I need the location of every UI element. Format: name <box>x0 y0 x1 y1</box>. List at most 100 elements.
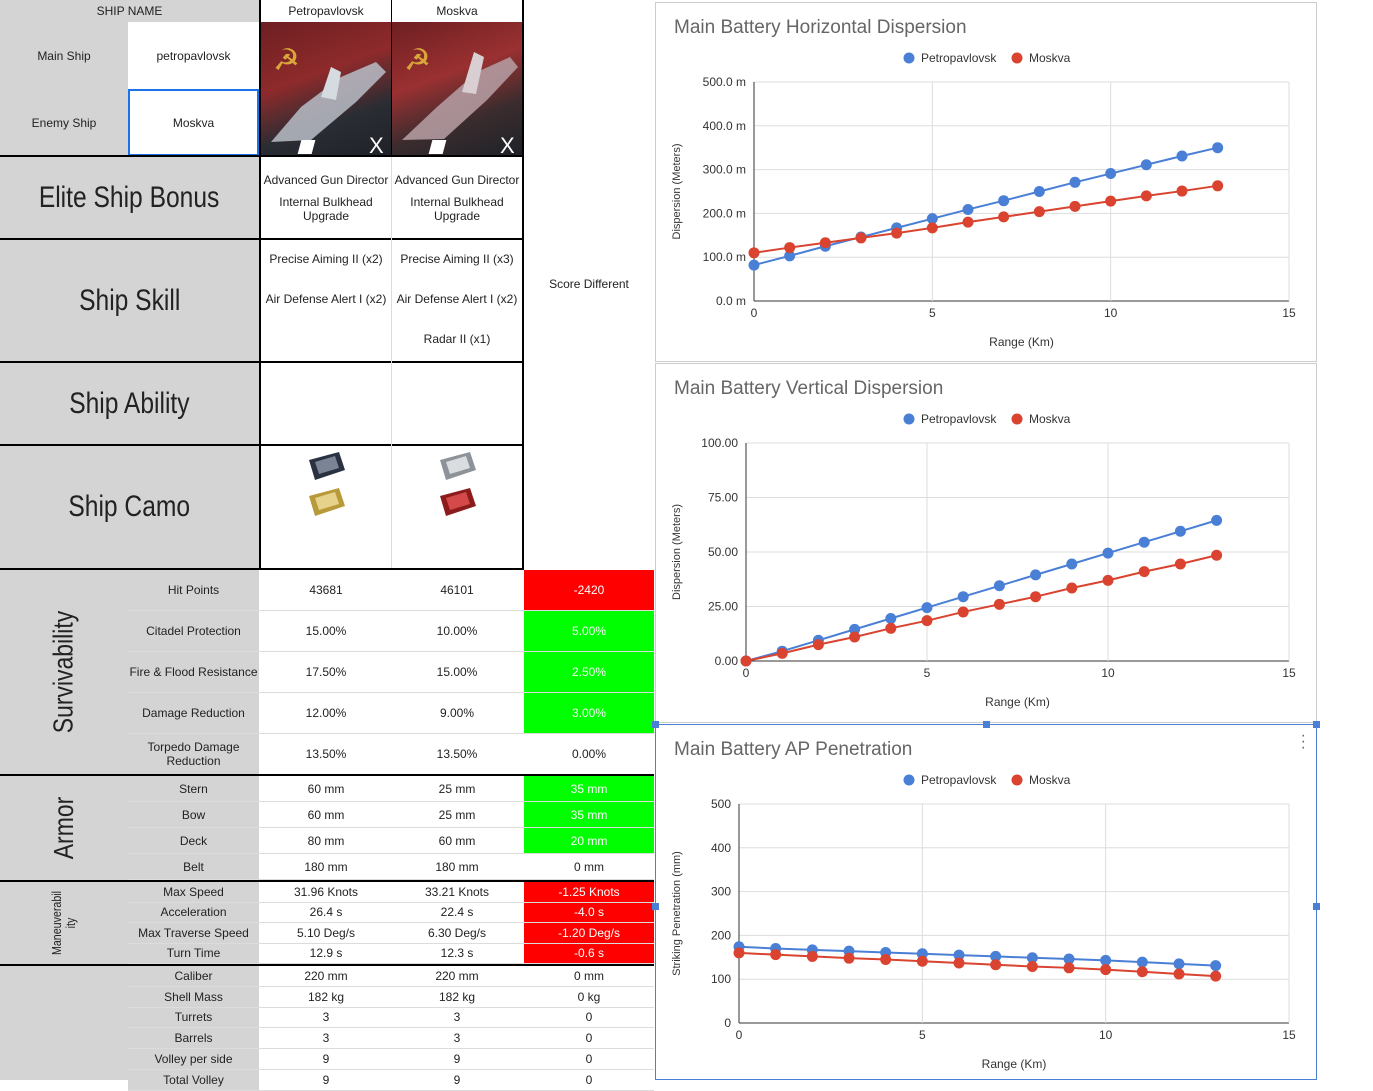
data-point <box>1066 582 1078 594</box>
man-row-label: Turn Time <box>128 943 259 963</box>
data-point <box>1105 168 1117 180</box>
chart2-svg: Petropavlovsk Moskva 0.00 25.00 50.00 75.00 10… <box>671 412 1296 709</box>
data-point <box>1136 956 1148 968</box>
main-ship-input[interactable]: petropavlovsk <box>128 22 259 89</box>
man-row-label: Max Traverse Speed <box>128 923 259 943</box>
series-line-1 <box>745 554 1217 662</box>
ship2-camo-icons <box>440 452 476 516</box>
bat-row-v2: 182 kg <box>438 989 476 1004</box>
resize-handle[interactable] <box>652 721 659 728</box>
x-tick-label: 0 <box>743 666 750 680</box>
x-axis-label: Range (Km) <box>989 335 1054 349</box>
ship1-image: ☭ X <box>261 22 391 155</box>
y-tick-label: 50.00 <box>708 545 738 559</box>
ship2-elite: Advanced Gun Director Internal Bulkhead … <box>392 157 522 238</box>
data-point <box>770 949 782 961</box>
y-tick-label: 100 <box>711 972 731 986</box>
data-point <box>885 612 897 624</box>
armor-row-v2: 60 mm <box>438 833 476 848</box>
data-point <box>1176 150 1188 162</box>
y-tick-label: 0.00 <box>715 654 739 668</box>
resize-handle[interactable] <box>1313 721 1320 728</box>
resize-handle[interactable] <box>1313 903 1320 910</box>
data-point <box>1174 525 1186 537</box>
ship1-skills: Precise Aiming II (x2) Air Defense Alert… <box>261 240 391 361</box>
maneuverability-title: Maneuverabil ity <box>48 891 78 955</box>
x-tick-label: 0 <box>751 306 758 320</box>
ap-penetration-chart[interactable]: Main Battery AP Penetration · · · Petropav… <box>652 721 1320 1080</box>
surv-row-v1: 43681 <box>309 583 343 597</box>
resize-handle[interactable] <box>652 903 659 910</box>
data-point <box>849 631 861 643</box>
y-tick-label: 500.0 m <box>703 75 746 89</box>
armor-row-v1: 80 mm <box>307 833 345 848</box>
chart3-title: Main Battery AP Penetration <box>674 739 913 760</box>
data-point <box>993 580 1005 592</box>
data-point <box>748 259 760 271</box>
bat-row-diff: 0 kg <box>577 989 601 1004</box>
enemy-ship-label: Enemy Ship <box>0 89 128 156</box>
y-tick-label: 300.0 m <box>703 163 746 177</box>
legend-label-1: Moskva <box>1029 773 1071 787</box>
enemy-ship-input[interactable]: Moskva <box>128 89 259 156</box>
data-point <box>806 950 818 962</box>
data-point <box>819 237 831 249</box>
legend-marker-0 <box>903 52 915 64</box>
data-point <box>843 952 855 964</box>
data-point <box>1063 962 1075 974</box>
data-point <box>885 622 897 634</box>
data-point <box>926 222 938 234</box>
horizontal-dispersion-chart[interactable]: Main Battery Horizontal Dispersion Petro… <box>655 2 1317 362</box>
data-point <box>1210 970 1222 982</box>
surv-row-diff: 0.00% <box>571 747 607 761</box>
man-row-label: Acceleration <box>128 902 259 922</box>
bat-row-v2: 3 <box>453 1031 461 1046</box>
man-row-diff: -1.20 Deg/s <box>524 923 654 943</box>
legend-marker-1 <box>1011 774 1023 786</box>
x-tick-label: 0 <box>736 1028 743 1042</box>
ship1-camo-icons <box>309 452 345 516</box>
man-row-v1: 26.4 s <box>309 905 343 920</box>
chart-menu-icon[interactable]: · · · <box>1300 727 1306 756</box>
data-point <box>1102 574 1114 586</box>
data-point <box>990 950 1002 962</box>
armor-title: Armor <box>47 796 79 860</box>
armor-row-v2: 25 mm <box>438 781 476 796</box>
man-row-v2: 12.3 s <box>440 946 474 961</box>
chart3-svg: Petropavlovsk Moskva 0 100 200 300 400 500 0 5 10 1… <box>671 773 1296 1071</box>
data-point <box>1069 200 1081 212</box>
data-point <box>1063 953 1075 965</box>
armor-row-v2: 180 mm <box>435 859 479 874</box>
ship1-elite-2: Internal Bulkhead Upgrade <box>279 194 373 223</box>
bat-row-v1: 3 <box>322 1031 330 1046</box>
man-row-v2: 33.21 Knots <box>424 884 490 899</box>
resize-handle[interactable] <box>983 721 990 728</box>
data-point <box>812 639 824 651</box>
ship1-name: Petropavlovsk <box>261 0 391 22</box>
ship2-elite-2: Internal Bulkhead Upgrade <box>410 194 504 223</box>
x-tick-label: 15 <box>1282 1028 1296 1042</box>
bat-row-diff: 0 <box>585 1052 593 1067</box>
data-point <box>998 211 1010 223</box>
armor-row-label: Deck <box>128 828 259 853</box>
bat-row-v1: 182 kg <box>307 989 345 1004</box>
data-point <box>1033 186 1045 197</box>
surv-row-label: Torpedo Damage Reduction <box>128 734 259 774</box>
data-point <box>1140 190 1152 202</box>
ship2-elite-1: Advanced Gun Director <box>394 172 520 187</box>
data-point <box>953 949 965 961</box>
vertical-dispersion-chart[interactable]: Main Battery Vertical Dispersion Petropa… <box>655 363 1317 723</box>
data-point <box>1176 185 1188 197</box>
armor-group: Armor <box>0 776 128 880</box>
data-point <box>1173 968 1185 980</box>
y-tick-label: 75.00 <box>708 491 738 505</box>
ship1-silhouette-icon: ☭ X <box>271 44 386 155</box>
data-point <box>1069 176 1081 188</box>
x-tick-label: 5 <box>924 666 931 680</box>
data-point <box>916 955 928 967</box>
data-point <box>962 216 974 228</box>
surv-row-label: Hit Points <box>128 570 259 610</box>
series-line-0 <box>738 945 1216 967</box>
data-point <box>1136 966 1148 978</box>
legend-label-0: Petropavlovsk <box>921 51 997 65</box>
